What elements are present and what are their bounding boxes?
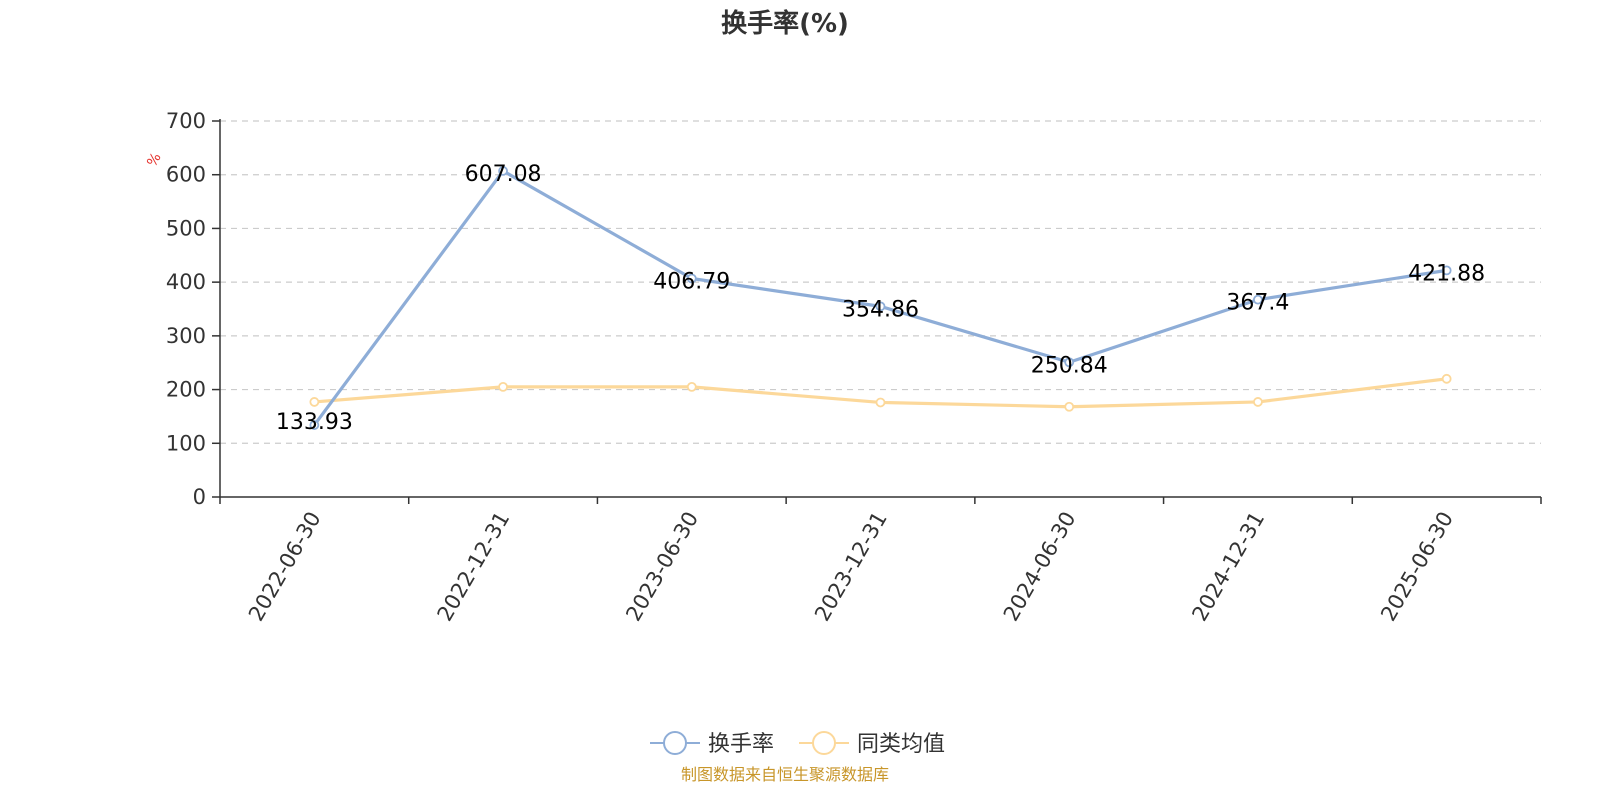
source-note: 制图数据来自恒生聚源数据库 <box>681 765 889 784</box>
legend-marker-icon <box>663 731 687 755</box>
data-point[interactable] <box>875 301 886 312</box>
series-peer-average <box>309 373 1452 412</box>
series-turnover <box>309 166 1452 430</box>
x-tick-label: 2022-12-31 <box>433 508 515 626</box>
legend-marker-icon <box>812 731 836 755</box>
data-point[interactable] <box>1253 397 1263 407</box>
data-label: 607.08 <box>465 162 542 187</box>
data-label: 421.88 <box>1408 261 1485 286</box>
legend-label: 同类均值 <box>857 732 945 757</box>
data-point[interactable] <box>1064 357 1075 368</box>
x-tick-label: 2022-06-30 <box>244 508 326 626</box>
y-tick-label: 500 <box>166 216 206 240</box>
grid-lines <box>220 120 1541 444</box>
data-point[interactable] <box>309 420 320 430</box>
data-point[interactable] <box>1253 294 1263 305</box>
data-labels: 133.93 607.08 406.79 354.86 250.84 367.4 421.8… <box>276 162 1485 435</box>
legend-item-peer-average[interactable]: 同类均值 <box>799 731 945 757</box>
y-tick-label: 600 <box>166 163 206 187</box>
data-point[interactable] <box>1064 401 1075 412</box>
data-label: 250.84 <box>1031 353 1108 378</box>
data-point[interactable] <box>1441 265 1452 276</box>
y-tick-label: 300 <box>166 324 206 348</box>
y-axis-unit-label: % <box>144 150 165 170</box>
legend[interactable]: 换手率 同类均值 <box>650 731 945 757</box>
x-axis-ticks: 2022-06-30 2022-12-31 2023-06-30 2023-12-31… <box>219 497 1542 626</box>
x-tick-label: 2024-06-30 <box>999 508 1081 626</box>
y-tick-label: 700 <box>166 109 206 133</box>
y-tick-label: 400 <box>166 270 206 294</box>
y-tick-label: 0 <box>193 485 206 509</box>
y-tick-label: 100 <box>166 431 206 455</box>
data-point[interactable] <box>498 381 508 392</box>
legend-label: 换手率 <box>708 732 774 757</box>
y-tick-label: 200 <box>166 378 206 402</box>
x-tick-label: 2023-06-30 <box>621 508 703 626</box>
series-group <box>309 166 1452 430</box>
data-point[interactable] <box>1441 373 1452 384</box>
data-point[interactable] <box>309 397 320 407</box>
data-label: 133.93 <box>276 410 353 435</box>
data-label: 406.79 <box>653 269 730 294</box>
data-point[interactable] <box>875 397 886 408</box>
y-axis-ticks: 0 100 200 300 400 500 600 700 <box>166 109 220 509</box>
data-point[interactable] <box>686 273 697 284</box>
chart-title: 换手率(%) <box>721 8 849 39</box>
data-label: 367.4 <box>1226 291 1289 316</box>
legend-item-turnover[interactable]: 换手率 <box>650 731 774 757</box>
x-tick-label: 2025-06-30 <box>1376 508 1458 626</box>
x-tick-label: 2024-12-31 <box>1187 508 1269 626</box>
axes <box>219 119 1541 498</box>
data-label: 354.86 <box>842 297 919 322</box>
x-tick-label: 2023-12-31 <box>810 508 892 626</box>
data-point[interactable] <box>686 381 697 392</box>
data-point[interactable] <box>498 166 508 176</box>
